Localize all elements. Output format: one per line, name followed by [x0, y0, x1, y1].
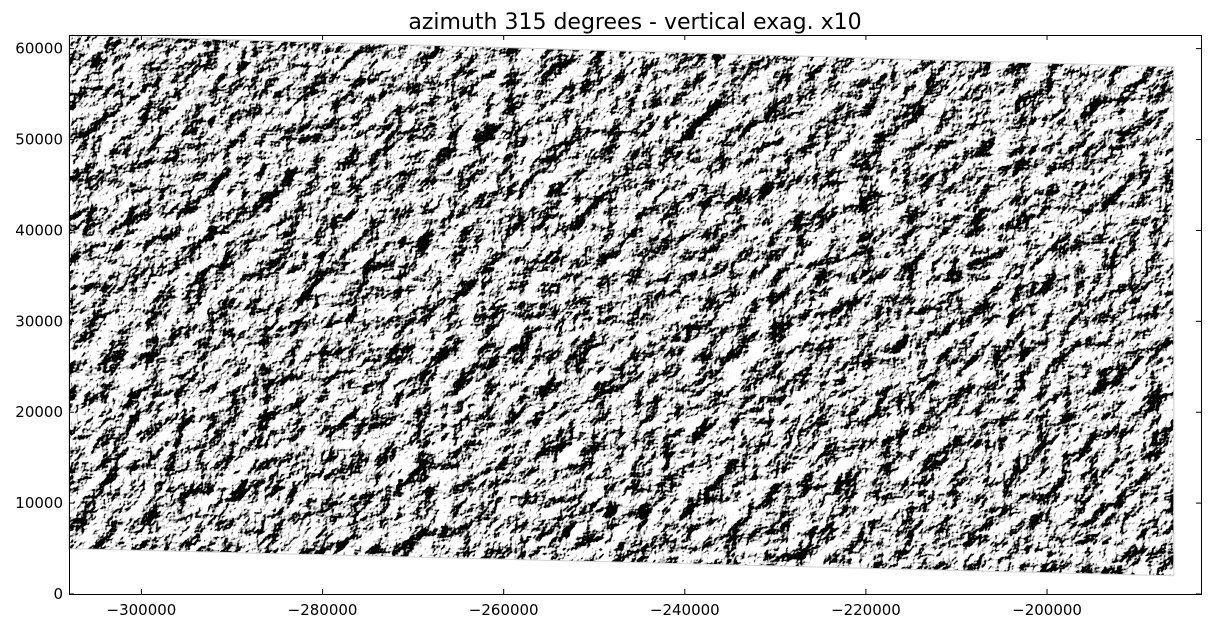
- y-axis: 0 10000 20000 30000 40000 50000 60000: [15, 40, 1201, 603]
- x-tick-label: −220000: [831, 601, 901, 619]
- plot-area: [68, 34, 1202, 595]
- x-tick-label: −200000: [1012, 601, 1082, 619]
- chart-title: azimuth 315 degrees - vertical exag. x10: [408, 10, 861, 35]
- x-axis: −300000 −280000 −260000 −240000 −220000 −2000…: [107, 35, 1082, 619]
- x-tick-label: −240000: [650, 601, 720, 619]
- x-tick-label: −300000: [107, 601, 177, 619]
- axes-frame: [69, 35, 1202, 595]
- x-tick-label: −260000: [469, 601, 539, 619]
- y-tick-label: 30000: [15, 312, 63, 330]
- hillshade-relief: [69, 35, 1174, 576]
- y-tick-label: 50000: [15, 131, 63, 149]
- x-tick-label: −280000: [288, 601, 358, 619]
- y-tick-label: 20000: [15, 403, 63, 421]
- y-tick-label: 10000: [15, 494, 63, 512]
- y-tick-label: 40000: [15, 221, 63, 239]
- y-tick-label: 0: [53, 585, 63, 603]
- y-tick-label: 60000: [15, 40, 63, 58]
